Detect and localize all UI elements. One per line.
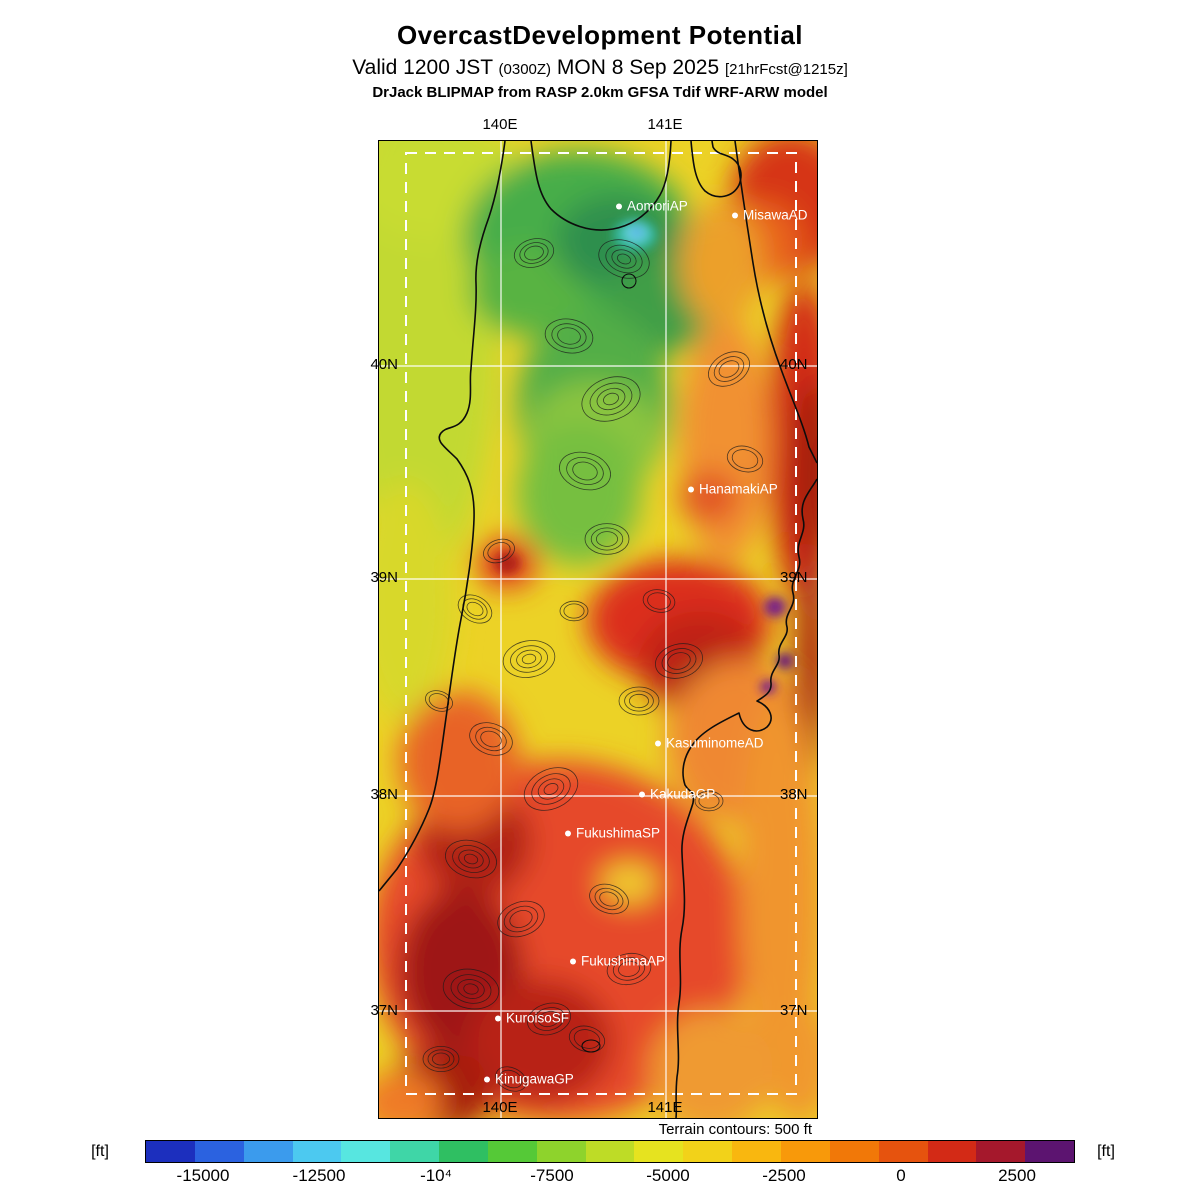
station-dot <box>688 486 694 492</box>
model-line: DrJack BLIPMAP from RASP 2.0km GFSA Tdif… <box>372 84 828 101</box>
color-field-blobs <box>379 141 817 1118</box>
lat-label-right-38n: 38N <box>780 786 808 803</box>
colorbar-tick: -12500 <box>292 1166 346 1185</box>
colorbar-gradient <box>145 1140 1075 1163</box>
station-dot <box>570 958 576 964</box>
station-marker: MisawaAD <box>732 208 808 223</box>
colorbar-tick: 0 <box>896 1166 906 1185</box>
station-dot <box>732 212 738 218</box>
colorbar-tick: -15000 <box>176 1166 230 1185</box>
page-title: OvercastDevelopment Potential <box>396 20 804 50</box>
station-marker: KinugawaGP <box>484 1072 574 1087</box>
map-canvas: AomoriAP MisawaAD HanamakiAP KasuminomeA… <box>378 140 818 1119</box>
station-label: HanamakiAP <box>699 481 778 497</box>
lon-label-top-141e: 141E <box>647 116 683 133</box>
colorbar-tick: 2500 <box>998 1166 1036 1185</box>
station-marker: KasuminomeAD <box>655 736 764 751</box>
station-marker: FukushimaSP <box>565 826 660 841</box>
colorbar-segment <box>292 1141 342 1162</box>
colorbar-tick: -7500 <box>530 1166 574 1185</box>
lat-label-left-40n: 40N <box>370 356 398 373</box>
colorbar-segment <box>243 1141 293 1162</box>
colorbar-segment <box>585 1141 635 1162</box>
colorbar-segment <box>927 1141 977 1162</box>
valid-prefix: Valid 1200 JST <box>352 56 493 79</box>
station-dot <box>565 830 571 836</box>
station-label: FukushimaAP <box>581 953 666 969</box>
station-label: MisawaAD <box>743 207 808 223</box>
valid-zulu: (0300Z) <box>498 61 552 78</box>
colorbar-segment <box>536 1141 586 1162</box>
colorbar-segment <box>976 1141 1026 1162</box>
color-field-details <box>494 219 794 694</box>
colorbar-tick: -10⁴ <box>420 1166 452 1185</box>
lon-label-bottom-141e: 141E <box>647 1099 683 1116</box>
station-label: AomoriAP <box>627 198 688 214</box>
station-label: KasuminomeAD <box>666 735 764 751</box>
station-marker: KuroisoSF <box>495 1011 569 1026</box>
lat-label-left-38n: 38N <box>370 786 398 803</box>
station-label: KuroisoSF <box>506 1010 570 1026</box>
valid-date: MON 8 Sep 2025 <box>556 56 720 79</box>
coastline <box>379 141 817 1118</box>
colorbar-segment <box>878 1141 928 1162</box>
station-label: FukushimaSP <box>576 825 661 841</box>
colorbar-tick: -2500 <box>762 1166 806 1185</box>
station-marker: HanamakiAP <box>688 482 778 497</box>
colorbar-segment <box>439 1141 488 1162</box>
colorbar-segment <box>1025 1141 1075 1162</box>
station-label: KakudaGP <box>650 786 716 802</box>
colorbar-segment <box>146 1141 195 1162</box>
station-marker: KakudaGP <box>639 787 715 802</box>
station-dot <box>495 1015 501 1021</box>
colorbar-segment <box>683 1141 733 1162</box>
terrain-contours <box>422 238 764 1092</box>
colorbar-segment <box>829 1141 879 1162</box>
lat-label-right-40n: 40N <box>780 356 808 373</box>
colorbar-segment <box>732 1141 781 1162</box>
station-dot <box>639 791 645 797</box>
station-label: KinugawaGP <box>495 1071 574 1087</box>
station-dot <box>484 1076 490 1082</box>
lat-label-right-37n: 37N <box>780 1002 808 1019</box>
lon-label-bottom-140e: 140E <box>482 1099 518 1116</box>
colorbar-segment <box>487 1141 537 1162</box>
colorbar-segment <box>194 1141 244 1162</box>
colorbar-unit-right: [ft] <box>1097 1143 1115 1160</box>
valid-line: Valid 1200 JST (0300Z) MON 8 Sep 2025 [2… <box>0 56 1200 80</box>
forecast-tag: [21hrFcst@1215z] <box>725 61 848 78</box>
graticule <box>379 141 817 1118</box>
station-marker: AomoriAP <box>616 199 688 214</box>
forecast-field-raster <box>379 141 817 1118</box>
colorbar-segment <box>341 1141 391 1162</box>
colorbar-segment <box>390 1141 440 1162</box>
colorbar-tick: -5000 <box>646 1166 690 1185</box>
lat-label-right-39n: 39N <box>780 569 808 586</box>
colorbar-segment <box>780 1141 830 1162</box>
colorbar-unit-left: [ft] <box>91 1143 109 1160</box>
station-dot <box>616 203 622 209</box>
colorbar-segment <box>634 1141 684 1162</box>
station-dot <box>655 740 661 746</box>
lat-label-left-39n: 39N <box>370 569 398 586</box>
inner-domain-boundary <box>405 152 797 1095</box>
station-marker: FukushimaAP <box>570 954 665 969</box>
lon-label-top-140e: 140E <box>482 116 518 133</box>
lat-label-left-37n: 37N <box>370 1002 398 1019</box>
terrain-contours-note: Terrain contours: 500 ft <box>658 1121 812 1138</box>
